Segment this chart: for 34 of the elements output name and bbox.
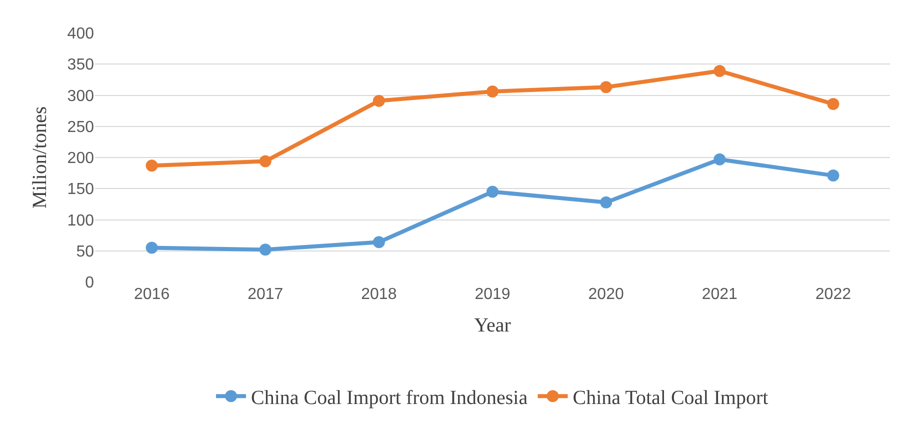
point — [259, 155, 272, 168]
y-tick-label: 250 — [67, 118, 94, 136]
y-tick-label: 350 — [67, 56, 94, 74]
y-tick-label: 100 — [67, 212, 94, 230]
point — [714, 64, 726, 77]
point — [372, 94, 385, 107]
point — [146, 242, 158, 254]
y-tick-label: 0 — [85, 274, 94, 292]
y-tick-label: 50 — [76, 243, 94, 260]
x-tick-label: 2020 — [588, 286, 624, 303]
y-tick-label: 200 — [67, 150, 94, 168]
x-axis-title: Year — [474, 314, 512, 336]
point — [600, 81, 612, 94]
point — [827, 98, 840, 110]
x-tick-label: 2016 — [134, 286, 170, 303]
y-tick-label: 400 — [67, 26, 94, 43]
legend-label: China Total Coal Import — [572, 386, 769, 409]
point — [372, 236, 385, 248]
point — [600, 196, 612, 208]
point — [486, 86, 498, 98]
point — [486, 186, 498, 198]
point — [827, 170, 840, 182]
x-tick-label: 2019 — [474, 286, 510, 303]
x-tick-label: 2017 — [248, 286, 284, 303]
point — [146, 160, 158, 172]
legend-label: China Coal Import from Indonesia — [251, 386, 528, 409]
x-tick-label: 2021 — [702, 286, 738, 303]
x-tick-label: 2022 — [815, 286, 852, 303]
x-tick-label: 2018 — [361, 286, 397, 303]
point — [259, 244, 272, 256]
y-axis-title: Milion/tones — [28, 106, 51, 209]
y-tick-label: 150 — [67, 181, 94, 198]
y-tick-label: 300 — [67, 88, 94, 105]
point — [714, 153, 726, 166]
